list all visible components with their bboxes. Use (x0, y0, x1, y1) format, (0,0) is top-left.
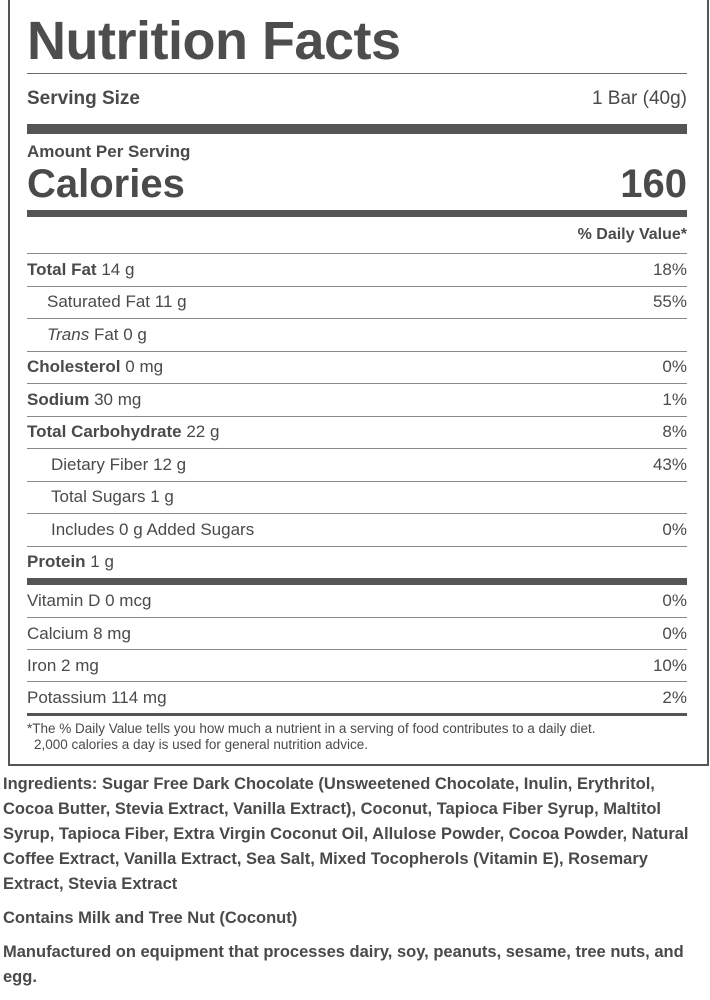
vitamin-row-vitamin-d: Vitamin D 0 mcg 0% (27, 585, 687, 617)
serving-size-label: Serving Size (27, 88, 140, 109)
ingredients-text: Ingredients: Sugar Free Dark Chocolate (… (3, 775, 689, 893)
daily-value-header-text: % Daily Value* (577, 226, 687, 243)
serving-size-row: Serving Size 1 Bar (40g) (27, 74, 687, 124)
nutrient-row-protein: Protein 1 g (27, 545, 687, 579)
daily-value-header: % Daily Value* (27, 217, 687, 253)
vitamin-row-calcium: Calcium 8 mg 0% (27, 617, 687, 649)
vitamin-text: Iron 2 mg (27, 655, 99, 675)
nutrient-name: Includes 0 g Added Sugars (51, 519, 255, 539)
nutrient-name: Total Sugars (51, 487, 146, 507)
nutrient-name: Total Carbohydrate (27, 422, 182, 442)
vitamin-dv: 2% (662, 687, 687, 707)
nutrient-label: Sodium 30 mg (27, 390, 141, 410)
footnote-divider (27, 713, 687, 716)
nutrient-label: Saturated Fat 11 g (27, 292, 187, 312)
nutrient-row-added-sugars: Includes 0 g Added Sugars 0% (27, 513, 687, 546)
nutrient-label: Protein 1 g (27, 552, 114, 572)
vitamin-dv: 0% (662, 623, 687, 643)
nutrient-row-total-carbohydrate: Total Carbohydrate 22 g 8% (27, 415, 687, 449)
nutrient-name: Saturated Fat (47, 292, 151, 312)
nutrient-label: Includes 0 g Added Sugars (27, 520, 254, 540)
calories-divider (27, 210, 687, 217)
vitamin-row-iron: Iron 2 mg 10% (27, 649, 687, 681)
serving-divider (27, 124, 687, 134)
nutrient-row-total-sugars: Total Sugars 1 g (27, 480, 687, 514)
nutrient-row-cholesterol: Cholesterol 0 mg 0% (27, 350, 687, 384)
nutrient-label: Dietary Fiber 12 g (27, 455, 186, 475)
nutrient-name: Sodium (27, 389, 90, 409)
nutrient-row-sodium: Sodium 30 mg 1% (27, 383, 687, 416)
nutrient-name: Protein (27, 552, 86, 572)
label-title: Nutrition Facts (27, 11, 401, 71)
vitamin-text: Potassium 114 mg (27, 687, 167, 707)
nutrient-name: Total Fat (27, 259, 97, 279)
nutrient-amount: 1 g (150, 487, 174, 507)
nutrient-label: Total Sugars 1 g (27, 487, 174, 507)
nutrient-row-saturated-fat: Saturated Fat 11 g 55% (27, 285, 687, 319)
manufacturing-text: Manufactured on equipment that processes… (3, 943, 684, 986)
nutrient-dv: 55% (652, 292, 687, 312)
nutrient-amount: 1 g (90, 552, 114, 572)
vitamins-divider (27, 578, 687, 585)
footnote-line-2: 2,000 calories a day is used for general… (34, 737, 368, 752)
nutrient-row-dietary-fiber: Dietary Fiber 12 g 43% (27, 448, 687, 481)
nutrient-amount: 22 g (186, 422, 220, 442)
nutrient-amount: 30 mg (94, 389, 142, 409)
nutrient-amount: 11 g (154, 292, 187, 312)
vitamin-dv: 10% (652, 655, 687, 675)
daily-value-footnote: *The % Daily Value tells you how much a … (27, 716, 687, 753)
nutrient-row-trans-fat: Trans Fat 0 g (27, 318, 687, 351)
nutrient-dv: 8% (662, 422, 687, 442)
calories-row: Calories 160 (27, 164, 687, 210)
nutrient-label: Cholesterol 0 mg (27, 357, 163, 377)
vitamin-row-potassium: Potassium 114 mg 2% (27, 681, 687, 713)
vitamin-dv: 0% (662, 591, 687, 610)
nutrient-amount: 14 g (101, 259, 135, 279)
nutrient-label: Total Carbohydrate 22 g (27, 422, 219, 442)
vitamin-text: Vitamin D 0 mcg (27, 591, 152, 610)
footnote-line-1: *The % Daily Value tells you how much a … (27, 721, 596, 736)
nutrient-amount: 12 g (153, 454, 187, 474)
product-info: Ingredients: Sugar Free Dark Chocolate (… (3, 772, 708, 999)
nutrition-facts-panel: Nutrition Facts Serving Size 1 Bar (40g)… (8, 0, 709, 766)
nutrient-dv: 18% (652, 259, 687, 279)
nutrient-amount: 0 g (123, 324, 147, 344)
nutrient-label: Total Fat 14 g (27, 260, 134, 280)
nutrient-name: Cholesterol (27, 357, 121, 377)
vitamin-text: Calcium 8 mg (27, 623, 131, 643)
nutrient-dv: 0% (662, 357, 687, 377)
nutrient-label: Trans Fat 0 g (27, 325, 147, 345)
calories-value: 160 (620, 162, 687, 206)
nutrient-dv: 1% (662, 389, 687, 409)
nutrient-name: Trans (47, 324, 90, 344)
nutrient-suffix: Fat (93, 324, 119, 344)
allergens-text: Contains Milk and Tree Nut (Coconut) (3, 909, 298, 927)
nutrient-amount: 0 mg (125, 357, 164, 377)
title-divider (27, 73, 687, 74)
serving-size-value: 1 Bar (40g) (591, 88, 687, 109)
nutrient-dv: 43% (652, 454, 687, 474)
nutrient-row-total-fat: Total Fat 14 g 18% (27, 253, 687, 286)
nutrient-name: Dietary Fiber (51, 454, 149, 474)
calories-label: Calories (27, 162, 185, 206)
nutrient-dv: 0% (662, 519, 687, 539)
amount-per-serving: Amount Per Serving (27, 142, 191, 161)
